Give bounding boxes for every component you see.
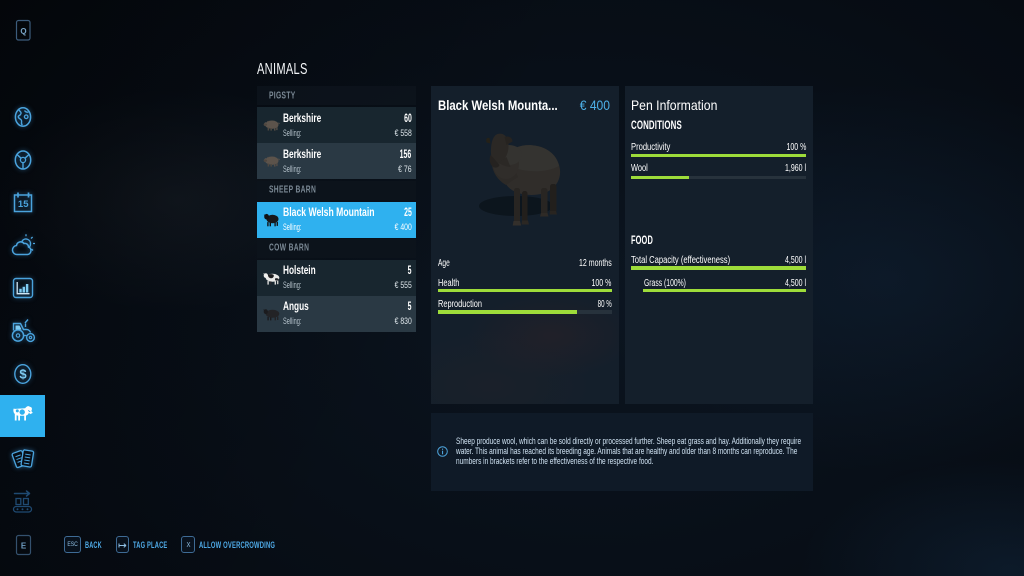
svg-text:E: E [20, 541, 26, 550]
svg-text:Q: Q [20, 27, 26, 36]
svg-text:$: $ [19, 366, 27, 381]
svg-text:15: 15 [18, 199, 29, 210]
